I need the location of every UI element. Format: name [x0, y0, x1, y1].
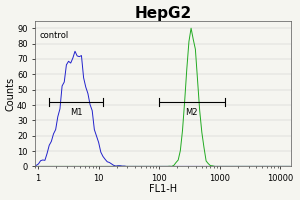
X-axis label: FL1-H: FL1-H	[149, 184, 177, 194]
Y-axis label: Counts: Counts	[6, 76, 16, 111]
Text: M1: M1	[70, 108, 82, 117]
Text: control: control	[39, 31, 68, 40]
Title: HepG2: HepG2	[134, 6, 192, 21]
Text: M2: M2	[186, 108, 198, 117]
